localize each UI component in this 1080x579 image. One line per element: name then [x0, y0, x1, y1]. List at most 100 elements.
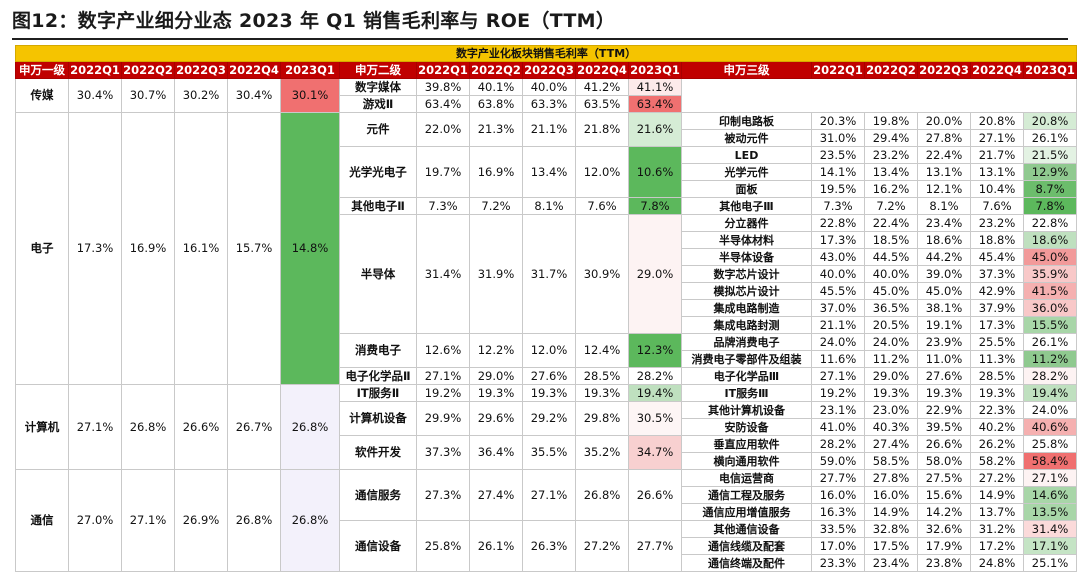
- level3-name: 通信线缆及配套: [681, 537, 812, 555]
- level2-value: 26.6%: [628, 469, 682, 521]
- level3-value: 22.4%: [917, 146, 971, 164]
- level3-value: 27.6%: [917, 367, 971, 385]
- level3-value: 27.2%: [970, 469, 1024, 487]
- level3-value: 36.5%: [864, 299, 918, 317]
- level3-value: 17.2%: [970, 537, 1024, 555]
- level3-name: 印制电路板: [681, 112, 812, 130]
- level3-value: 39.5%: [917, 418, 971, 436]
- level2-value: 63.4%: [628, 95, 682, 113]
- level3-value: 27.8%: [864, 469, 918, 487]
- level3-name: 垂直应用软件: [681, 435, 812, 453]
- level2-value: 19.7%: [416, 146, 470, 198]
- level3-value: 18.6%: [917, 231, 971, 249]
- level2-value: 28.2%: [628, 367, 682, 385]
- level3-name: 品牌消费电子: [681, 333, 812, 351]
- level3-value: 32.6%: [917, 520, 971, 538]
- table-row: 数字芯片设计 40.0% 40.0% 39.0% 37.3% 35.9%: [16, 265, 1078, 283]
- level3-name: 集成电路制造: [681, 299, 812, 317]
- level3-value: 32.8%: [864, 520, 918, 538]
- level3-value: 24.8%: [970, 554, 1024, 572]
- level2-value: 12.0%: [522, 333, 576, 368]
- level3-value: 24.0%: [864, 333, 918, 351]
- level3-value: 22.4%: [864, 214, 918, 232]
- title-underline: [12, 38, 1068, 40]
- level3-name: 其他通信设备: [681, 520, 812, 538]
- page-title: 图12：数字产业细分业态 2023 年 Q1 销售毛利率与 ROE（TTM）: [12, 10, 616, 32]
- level2-value: 21.1%: [522, 112, 576, 147]
- level3-name: 通信工程及服务: [681, 486, 812, 504]
- level2-value: 22.0%: [416, 112, 470, 147]
- level1-value: 26.9%: [174, 469, 228, 572]
- level1-value: 26.8%: [121, 384, 175, 470]
- level2-value: 7.3%: [416, 197, 470, 215]
- level3-value: 14.6%: [1022, 486, 1078, 504]
- level3-value: 7.3%: [811, 197, 865, 215]
- level3-value: 19.3%: [970, 384, 1024, 402]
- level3-value: 13.1%: [970, 163, 1024, 181]
- level2-value: 19.3%: [522, 384, 576, 402]
- level3-value: 17.3%: [811, 231, 865, 249]
- level2-value: 26.8%: [575, 469, 629, 521]
- level1-period-header: 2023Q1: [280, 61, 340, 79]
- level2-value: 41.2%: [575, 78, 629, 96]
- level3-name: IT服务Ⅲ: [681, 384, 812, 402]
- level3-value: 8.7%: [1022, 180, 1078, 198]
- level3-name: 通信应用增值服务: [681, 503, 812, 521]
- level3-value: 27.1%: [811, 367, 865, 385]
- level2-value: 7.8%: [628, 197, 682, 215]
- level2-value: 26.1%: [469, 520, 523, 572]
- level3-value: 24.0%: [1022, 401, 1078, 419]
- level3-value: 40.6%: [1022, 418, 1078, 436]
- level1-name: 计算机: [15, 384, 69, 470]
- level3-value: 23.1%: [811, 401, 865, 419]
- level3-value: 15.6%: [917, 486, 971, 504]
- level2-value: 30.9%: [575, 214, 629, 334]
- level2-value: 35.5%: [522, 435, 576, 470]
- table-row: 消费电子零部件及组装 11.6% 11.2% 11.0% 11.3% 11.2%: [16, 350, 1078, 368]
- table-row: 半导体材料 17.3% 18.5% 18.6% 18.8% 18.6%: [16, 231, 1078, 249]
- level3-value: 45.5%: [811, 282, 865, 300]
- level3-value: 45.0%: [864, 282, 918, 300]
- level3-value: 41.5%: [1022, 282, 1078, 300]
- level1-value: 27.1%: [68, 384, 122, 470]
- table-row: 传媒 30.4% 30.7% 30.2% 30.4% 30.1% 数字媒体 39.8% 40.1…: [15, 78, 1078, 113]
- level2-value: 28.5%: [575, 367, 629, 385]
- level1-name: 通信: [15, 469, 69, 572]
- level3-name: 其他电子Ⅲ: [681, 197, 812, 215]
- level2-value: 19.3%: [469, 384, 523, 402]
- level3-name: 半导体材料: [681, 231, 812, 249]
- level3-value: 27.1%: [1022, 469, 1078, 487]
- level1-value: 14.8%: [280, 112, 340, 385]
- level2-value: 21.8%: [575, 112, 629, 147]
- level3-value: 22.9%: [917, 401, 971, 419]
- level3-value: 58.2%: [970, 452, 1024, 470]
- table-row: 计算机 27.1% 26.8% 26.6% 26.7% 26.8% IT服务Ⅱ 19.2% 19…: [15, 384, 1078, 470]
- level2-value: 12.4%: [575, 333, 629, 368]
- level3-period-header: 2022Q4: [970, 61, 1024, 79]
- level3-value: 16.0%: [864, 486, 918, 504]
- level2-value: 19.4%: [628, 384, 682, 402]
- level3-value: 22.8%: [1022, 214, 1078, 232]
- level3-value: 23.8%: [917, 554, 971, 572]
- table-row: 横向通用软件 59.0% 58.5% 58.0% 58.2% 58.4%: [16, 452, 1078, 470]
- level3-value: 10.4%: [970, 180, 1024, 198]
- level2-name: 游戏Ⅱ: [339, 95, 417, 113]
- level2-name: 元件: [339, 112, 417, 147]
- level2-value: 12.6%: [416, 333, 470, 368]
- level2-period-header: 2023Q1: [628, 61, 682, 79]
- level1-name: 电子: [15, 112, 69, 385]
- level3-empty: [680, 78, 1078, 113]
- level3-name: 安防设备: [681, 418, 812, 436]
- level3-value: 38.1%: [917, 299, 971, 317]
- level3-value: 31.2%: [970, 520, 1024, 538]
- level3-value: 23.4%: [864, 554, 918, 572]
- level3-name: LED: [681, 146, 812, 164]
- level3-value: 40.3%: [864, 418, 918, 436]
- level3-period-header: 2022Q2: [864, 61, 918, 79]
- level3-value: 37.3%: [970, 265, 1024, 283]
- level2-value: 21.6%: [628, 112, 682, 147]
- level2-period-header: 2022Q2: [469, 61, 523, 79]
- level3-value: 17.3%: [970, 316, 1024, 334]
- level2-name: 其他电子Ⅱ: [339, 197, 417, 215]
- level3-value: 24.0%: [811, 333, 865, 351]
